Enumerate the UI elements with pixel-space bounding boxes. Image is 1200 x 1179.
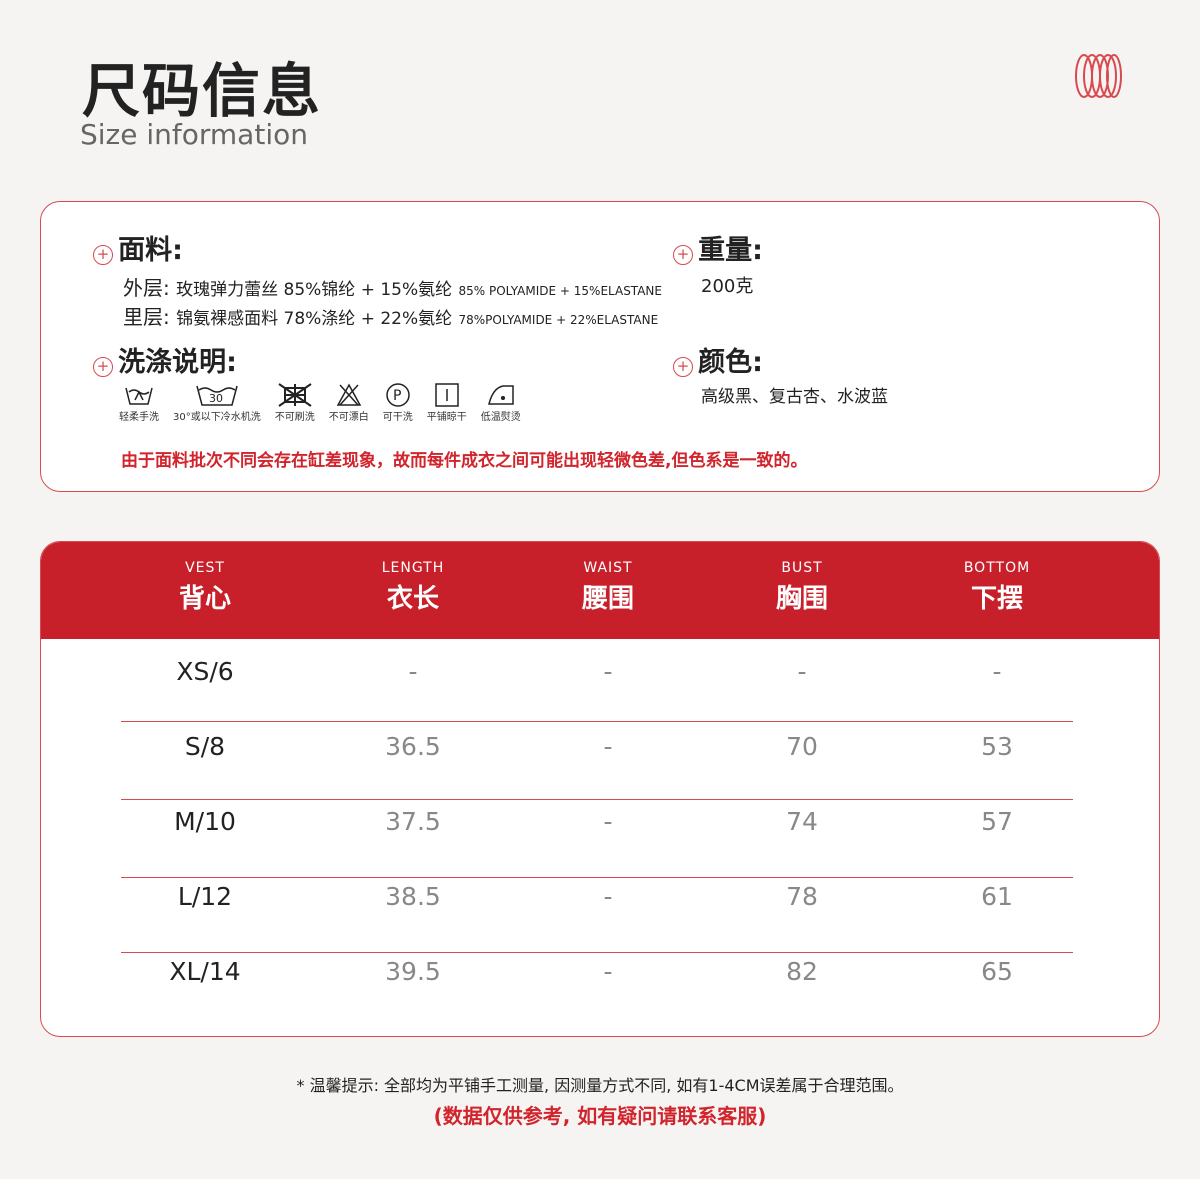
color-difference-note: 由于面料批次不同会存在缸差现象，故而每件成衣之间可能出现轻微色差,但色系是一致的…: [121, 451, 808, 471]
table-header: VEST 背心 LENGTH 衣长 WAIST 腰围 BUST 胸围 BOTTOM 下摆: [41, 542, 1159, 639]
plus-circle-icon: +: [93, 245, 113, 265]
column-en: LENGTH: [381, 560, 445, 576]
column-en: VEST: [185, 560, 225, 576]
table-cell: -: [603, 882, 613, 911]
column-header-vest: VEST 背心: [125, 560, 285, 615]
size-label: L/12: [177, 882, 233, 911]
weight-value: 200克: [701, 276, 754, 297]
column-en: BOTTOM: [963, 560, 1031, 576]
hand-wash-icon: [125, 387, 153, 405]
row-divider: [121, 877, 1073, 878]
care-flat-dry: 平铺晾干: [427, 382, 467, 423]
care-no-brush: 不可刷洗: [275, 382, 315, 423]
care-dry-clean: P 可干洗: [383, 382, 413, 423]
size-label: XS/6: [176, 657, 234, 686]
table-cell: 70: [786, 732, 818, 761]
column-header-bottom: BOTTOM 下摆: [917, 560, 1077, 615]
size-label: S/8: [184, 732, 226, 761]
table-cell: 57: [981, 807, 1013, 836]
table-cell: 39.5: [385, 957, 441, 986]
fabric-heading: + 面料:: [93, 228, 183, 267]
table-cell: 78: [786, 882, 818, 911]
svg-text:30: 30: [209, 392, 223, 405]
column-header-bust: BUST 胸围: [722, 560, 882, 615]
row-divider: [121, 952, 1073, 953]
inner-value: 锦氨裸感面料 78%涤纶 + 22%氨纶: [176, 309, 453, 329]
outer-layer: 外层: 玫瑰弹力蕾丝 85%锦纶 + 15%氨纶 85% POLYAMIDE +…: [123, 272, 662, 301]
table-cell: 61: [981, 882, 1013, 911]
table-cell: -: [992, 657, 1002, 686]
column-cn: 胸围: [775, 584, 828, 614]
inner-en: 78%POLYAMIDE + 22%ELASTANE: [458, 313, 659, 327]
table-cell: 65: [981, 957, 1013, 986]
table-cell: 36.5: [385, 732, 441, 761]
row-divider: [121, 799, 1073, 800]
color-label: 颜色:: [698, 347, 763, 378]
outer-en: 85% POLYAMIDE + 15%ELASTANE: [458, 284, 662, 298]
no-brush-icon: [278, 383, 312, 407]
column-header-waist: WAIST 腰围: [528, 560, 688, 615]
care-label: 可干洗: [382, 412, 413, 423]
care-no-bleach: 不可漂白: [329, 382, 369, 423]
low-iron-icon: [487, 385, 514, 405]
column-en: BUST: [781, 560, 823, 576]
weight-heading: + 重量:: [673, 228, 763, 267]
svg-text:P: P: [393, 388, 401, 404]
column-cn: 腰围: [581, 584, 634, 614]
table-cell: 53: [981, 732, 1013, 761]
inner-label: 里层:: [123, 305, 170, 329]
size-table: VEST 背心 LENGTH 衣长 WAIST 腰围 BUST 胸围 BOTTOM 下摆 XS/6…: [40, 541, 1160, 1037]
no-bleach-icon: [336, 383, 362, 406]
care-label: 不可刷洗: [274, 412, 315, 423]
column-cn: 下摆: [970, 584, 1023, 614]
outer-label: 外层:: [123, 276, 170, 300]
column-cn: 衣长: [386, 584, 439, 614]
care-low-iron: 低温熨烫: [481, 382, 521, 423]
outer-value: 玫瑰弹力蕾丝 85%锦纶 + 15%氨纶: [176, 280, 453, 300]
measurement-tip: * 温馨提示: 全部均为平铺手工测量, 因测量方式不同, 如有1-4CM误差属于…: [296, 1076, 904, 1095]
care-label: 平铺晾干: [426, 412, 467, 423]
machine-wash-30-icon: 30: [196, 385, 238, 406]
color-value: 高级黑、复古杏、水波蓝: [701, 387, 888, 407]
care-hand-wash: 轻柔手洗: [119, 382, 159, 423]
inner-layer: 里层: 锦氨裸感面料 78%涤纶 + 22%氨纶 78%POLYAMIDE + …: [123, 301, 658, 330]
table-cell: -: [797, 657, 807, 686]
care-label: 不可漂白: [328, 412, 369, 423]
column-en: WAIST: [583, 560, 633, 576]
table-cell: -: [603, 657, 613, 686]
table-cell: -: [603, 807, 613, 836]
table-cell: 38.5: [385, 882, 441, 911]
dry-clean-p-icon: P: [385, 383, 410, 407]
care-label: 30°或以下冷水机洗: [173, 412, 261, 423]
table-cell: 82: [786, 957, 818, 986]
product-info-card: + 面料: 外层: 玫瑰弹力蕾丝 85%锦纶 + 15%氨纶 85% POLYA…: [40, 201, 1160, 492]
column-header-length: LENGTH 衣长: [333, 560, 493, 615]
reference-note: (数据仅供参考, 如有疑问请联系客服): [433, 1104, 767, 1128]
plus-circle-icon: +: [93, 357, 113, 377]
wash-label: 洗涤说明:: [118, 347, 237, 378]
wash-heading: + 洗涤说明:: [93, 340, 237, 379]
color-heading: + 颜色:: [673, 340, 763, 379]
row-divider: [121, 721, 1073, 722]
table-cell: -: [603, 732, 613, 761]
plus-circle-icon: +: [673, 357, 693, 377]
size-label: XL/14: [169, 957, 241, 986]
care-label: 低温熨烫: [480, 412, 521, 423]
column-cn: 背心: [178, 584, 231, 614]
fabric-label: 面料:: [118, 235, 183, 266]
table-cell: -: [603, 957, 613, 986]
plus-circle-icon: +: [673, 245, 693, 265]
flat-dry-icon: [434, 383, 459, 407]
care-label: 轻柔手洗: [119, 412, 159, 423]
care-machine-30: 30 30°或以下冷水机洗: [173, 382, 261, 423]
rings-logo-icon: [1075, 54, 1122, 98]
table-cell: 74: [786, 807, 818, 836]
table-cell: 37.5: [385, 807, 441, 836]
care-icons: 轻柔手洗 30 30°或以下冷水机洗 不可刷洗 不可漂白 P 可干洗 平铺晾干 低温…: [119, 382, 535, 423]
page-subtitle: Size information: [80, 118, 308, 151]
size-label: M/10: [174, 807, 236, 836]
weight-label: 重量:: [698, 235, 763, 266]
table-cell: -: [408, 657, 418, 686]
page-title: 尺码信息: [82, 57, 323, 125]
